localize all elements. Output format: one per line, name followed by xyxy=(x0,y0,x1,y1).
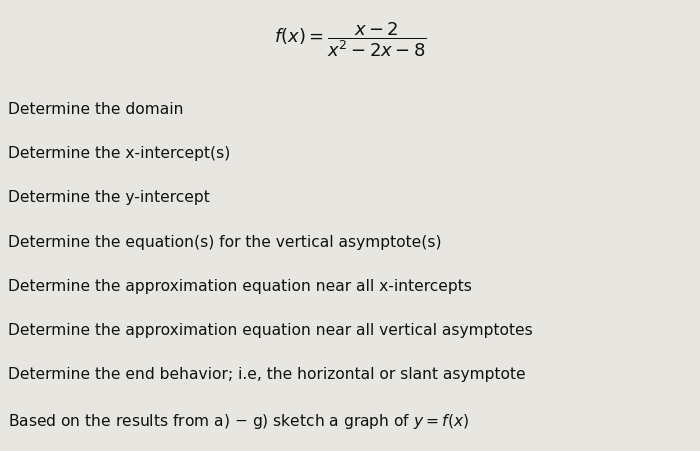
Text: Determine the y-intercept: Determine the y-intercept xyxy=(8,190,210,205)
Text: Determine the equation(s) for the vertical asymptote(s): Determine the equation(s) for the vertic… xyxy=(8,234,442,249)
Text: Determine the x-intercept(s): Determine the x-intercept(s) xyxy=(8,146,231,161)
Text: $f(x) = \dfrac{x - 2}{x^2 - 2x - 8}$: $f(x) = \dfrac{x - 2}{x^2 - 2x - 8}$ xyxy=(274,20,426,59)
Text: Determine the approximation equation near all x-intercepts: Determine the approximation equation nea… xyxy=(8,278,472,293)
Text: Determine the end behavior; i.e, the horizontal or slant asymptote: Determine the end behavior; i.e, the hor… xyxy=(8,367,526,382)
Text: Determine the domain: Determine the domain xyxy=(8,101,184,116)
Text: Based on the results from a) $-$ g) sketch a graph of $y = f(x)$: Based on the results from a) $-$ g) sket… xyxy=(8,411,470,430)
Text: Determine the approximation equation near all vertical asymptotes: Determine the approximation equation nea… xyxy=(8,322,533,337)
